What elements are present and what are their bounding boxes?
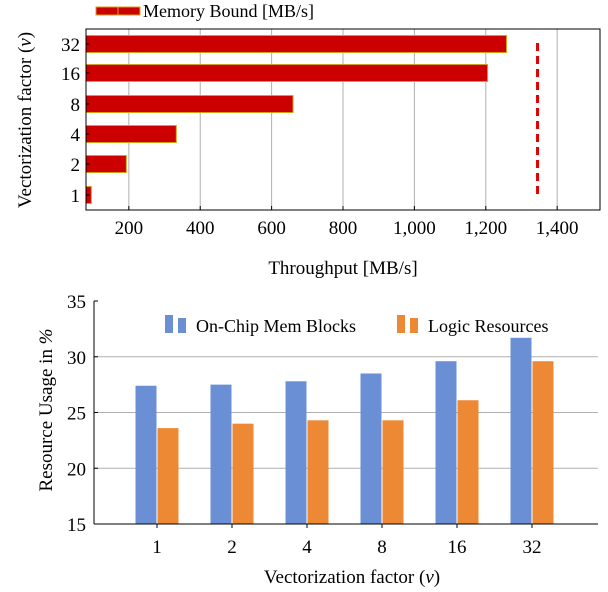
y-tick-label: 16 (61, 64, 80, 85)
legend: Memory Bound [MB/s] (96, 1, 314, 21)
x-axis-title: Vectorization factor (v) (264, 567, 440, 588)
y-tick-label: 8 (71, 95, 81, 116)
x-tick-label: 1,400 (536, 218, 579, 239)
grid-lines (129, 29, 557, 210)
x-tick-label: 2 (227, 537, 237, 558)
y-axis-title: Resource Usage in % (36, 328, 57, 491)
x-tick-label: 4 (302, 537, 312, 558)
bar-logic-resources (158, 428, 179, 524)
y-axis-title: Vectorization factor (v) (15, 32, 36, 208)
bar-mem-blocks (361, 373, 382, 524)
bar-logic-resources (533, 361, 554, 524)
x-tick-label: 1 (152, 537, 162, 558)
x-tick-label: 400 (186, 218, 215, 239)
bar-mem-blocks (211, 385, 232, 524)
bar (86, 65, 488, 82)
bar-mem-blocks (136, 386, 157, 524)
y-tick-label: 30 (67, 348, 86, 369)
y-tick-label: 20 (67, 459, 86, 480)
x-tick-label: 1,000 (393, 218, 436, 239)
x-axis-title: Throughput [MB/s] (268, 258, 417, 279)
y-tick-labels: 32 16 8 4 2 1 (61, 35, 81, 207)
x-tick-label: 1,200 (464, 218, 507, 239)
bar-logic-resources (308, 420, 329, 524)
y-tick-labels: 15 20 25 30 35 (67, 292, 86, 536)
legend-swatch (165, 315, 173, 333)
bar-logic-resources (233, 424, 254, 524)
x-tick-labels: 1 2 4 8 16 32 (152, 537, 541, 558)
x-tick-label: 600 (257, 218, 286, 239)
bar-mem-blocks (511, 338, 532, 524)
legend-swatch (178, 318, 186, 333)
throughput-chart: 200 400 600 800 1,000 1,200 1,400 32 16 8 4 2 1 Mem… (15, 1, 600, 279)
x-tick-label: 16 (448, 537, 467, 558)
legend: On-Chip Mem Blocks Logic Resources (165, 315, 548, 336)
y-tick-label: 32 (61, 35, 80, 56)
bar (86, 36, 506, 53)
x-tick-label: 32 (523, 537, 542, 558)
legend-swatch (410, 318, 418, 333)
bar-logic-resources (383, 420, 404, 524)
legend-label: Logic Resources (428, 316, 548, 336)
y-tick-label: 4 (71, 125, 81, 146)
x-tick-labels: 200 400 600 800 1,000 1,200 1,400 (115, 218, 579, 239)
y-tick-label: 15 (67, 515, 86, 536)
bar (86, 96, 293, 113)
bar (86, 126, 176, 143)
x-tick-label: 800 (329, 218, 358, 239)
bar-mem-blocks (286, 381, 307, 524)
bar-mem-blocks (436, 361, 457, 524)
bar-logic-resources (458, 400, 479, 524)
bars (86, 36, 506, 204)
y-tick-label: 35 (67, 292, 86, 313)
legend-label: On-Chip Mem Blocks (196, 316, 356, 336)
bar (86, 156, 126, 173)
resource-usage-chart: 1 2 4 8 16 32 15 20 25 30 35 On-Chip Mem Blocks Lo… (36, 292, 598, 588)
y-tick-label: 1 (71, 186, 81, 207)
x-tick-label: 200 (115, 218, 144, 239)
legend-label: Memory Bound [MB/s] (143, 1, 314, 21)
y-tick-label: 2 (71, 155, 81, 176)
y-tick-label: 25 (67, 404, 86, 425)
x-tick-label: 8 (377, 537, 387, 558)
bars (136, 338, 554, 524)
legend-swatch (397, 315, 405, 333)
